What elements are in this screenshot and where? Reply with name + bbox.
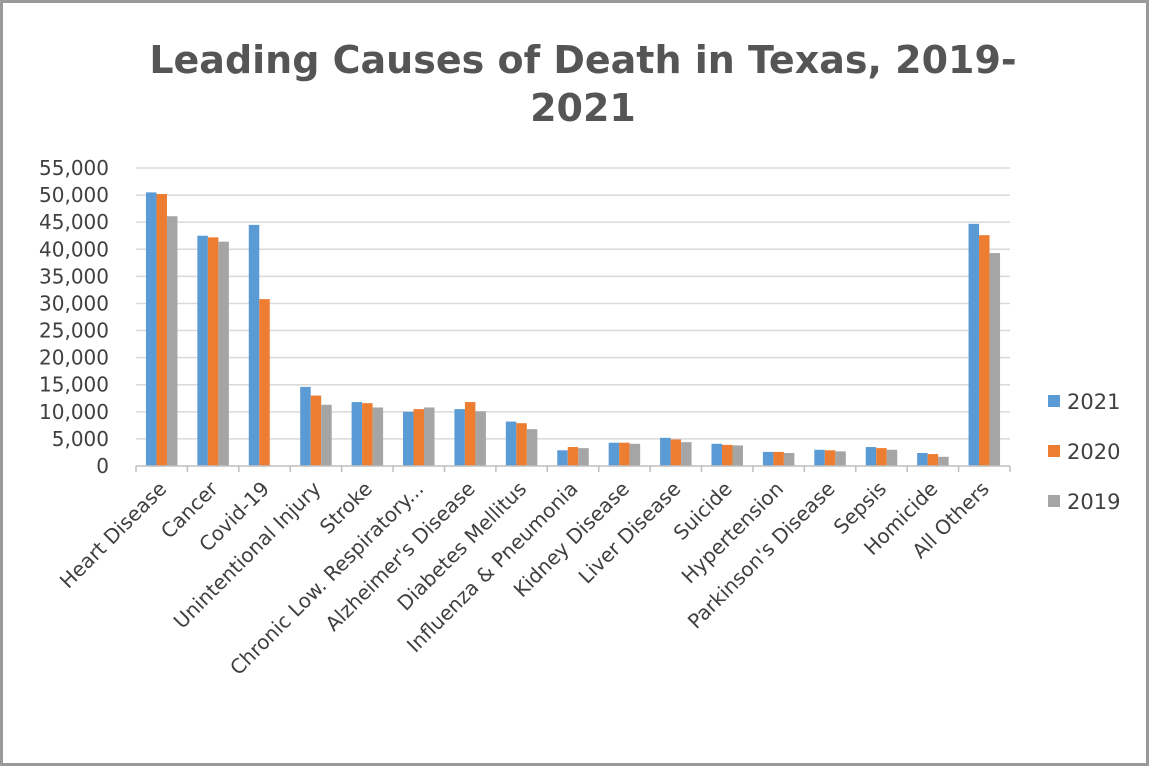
y-tick-label: 45,000 xyxy=(39,210,109,234)
legend-label: 2019 xyxy=(1067,490,1120,514)
bar-2019 xyxy=(218,241,229,466)
bar-2020 xyxy=(207,237,219,466)
y-tick-label: 10,000 xyxy=(39,400,109,424)
bar-2019 xyxy=(629,443,641,466)
bar-2021 xyxy=(454,409,465,466)
bar-2021 xyxy=(248,224,260,466)
legend-item-2021: 2021 xyxy=(1048,390,1120,414)
bar-2020 xyxy=(259,299,270,466)
bar-2019 xyxy=(886,449,898,466)
bar-2019 xyxy=(475,411,486,466)
bar-2019 xyxy=(783,452,795,466)
bar-2021 xyxy=(403,411,414,466)
bar-2019 xyxy=(372,407,384,466)
bar-2019 xyxy=(166,216,178,466)
y-tick-label: 15,000 xyxy=(39,373,109,397)
bar-2020 xyxy=(927,454,939,466)
y-tick-label: 50,000 xyxy=(39,183,109,207)
bar-2019 xyxy=(732,445,743,466)
bar-2021 xyxy=(814,449,825,466)
legend-label: 2021 xyxy=(1067,390,1120,414)
bar-2019 xyxy=(938,456,949,466)
legend-swatch xyxy=(1048,395,1060,407)
y-tick-label: 25,000 xyxy=(39,319,109,343)
bar-2020 xyxy=(310,395,322,466)
bar-2021 xyxy=(557,450,568,466)
bar-2020 xyxy=(156,194,167,467)
bar-2020 xyxy=(824,450,836,466)
y-tick-label: 20,000 xyxy=(39,346,109,370)
bar-2019 xyxy=(321,404,332,466)
bar-2019 xyxy=(835,451,846,466)
gridlines xyxy=(136,167,1010,440)
bar-2020 xyxy=(567,447,579,466)
x-axis-tick-marks xyxy=(135,466,1011,472)
y-tick-label: 0 xyxy=(96,454,109,478)
legend-swatch xyxy=(1048,445,1060,457)
bar-2019 xyxy=(989,253,1001,466)
bar-2019 xyxy=(424,407,435,466)
y-axis-tick-labels: 0 5,000 10,000 15,000 20,000 25,000 30,000 35,0… xyxy=(39,156,109,478)
y-tick-label: 30,000 xyxy=(39,291,109,315)
bar-2020 xyxy=(413,409,425,466)
bar-2021 xyxy=(505,421,517,466)
y-tick-label: 35,000 xyxy=(39,264,109,288)
bar-2021 xyxy=(145,192,157,466)
legend-item-2019: 2019 xyxy=(1048,490,1120,514)
chart-title: Leading Causes of Death in Texas, 2019- … xyxy=(149,38,1016,130)
legend-item-2020: 2020 xyxy=(1048,440,1120,464)
chart-title-line-1: Leading Causes of Death in Texas, 2019- xyxy=(149,38,1016,82)
legend: 2021 2020 2019 xyxy=(1048,390,1120,514)
bar-2020 xyxy=(876,448,887,466)
chart-title-line-2: 2021 xyxy=(530,86,636,130)
bar-2021 xyxy=(197,235,208,466)
x-category-label: Heart Disease xyxy=(55,477,171,593)
bar-2021 xyxy=(300,386,311,466)
bar-2020 xyxy=(721,444,733,466)
bar-2021 xyxy=(608,442,620,466)
bar-2020 xyxy=(979,235,990,466)
bar-2021 xyxy=(660,437,671,466)
bar-2021 xyxy=(968,223,980,466)
x-axis-category-labels: Heart DiseaseCancerCovid-19Unintentional… xyxy=(55,476,994,680)
bar-2020 xyxy=(362,403,373,466)
bars xyxy=(145,192,1001,467)
y-tick-label: 40,000 xyxy=(39,237,109,261)
bar-2020 xyxy=(516,423,527,466)
bar-2020 xyxy=(619,442,630,466)
bar-2020 xyxy=(464,402,476,466)
y-tick-label: 5,000 xyxy=(52,427,109,451)
bar-2021 xyxy=(917,452,928,466)
legend-label: 2020 xyxy=(1067,440,1120,464)
bar-2020 xyxy=(670,439,682,466)
bar-2020 xyxy=(773,451,784,466)
bar-2019 xyxy=(526,429,538,466)
bar-2021 xyxy=(351,402,363,466)
bar-2021 xyxy=(865,447,877,466)
bar-2019 xyxy=(578,448,589,466)
y-tick-label: 55,000 xyxy=(39,156,109,180)
bar-2021 xyxy=(762,451,774,466)
bar-2021 xyxy=(711,443,722,466)
legend-swatch xyxy=(1048,495,1060,507)
bar-2019 xyxy=(681,442,692,466)
